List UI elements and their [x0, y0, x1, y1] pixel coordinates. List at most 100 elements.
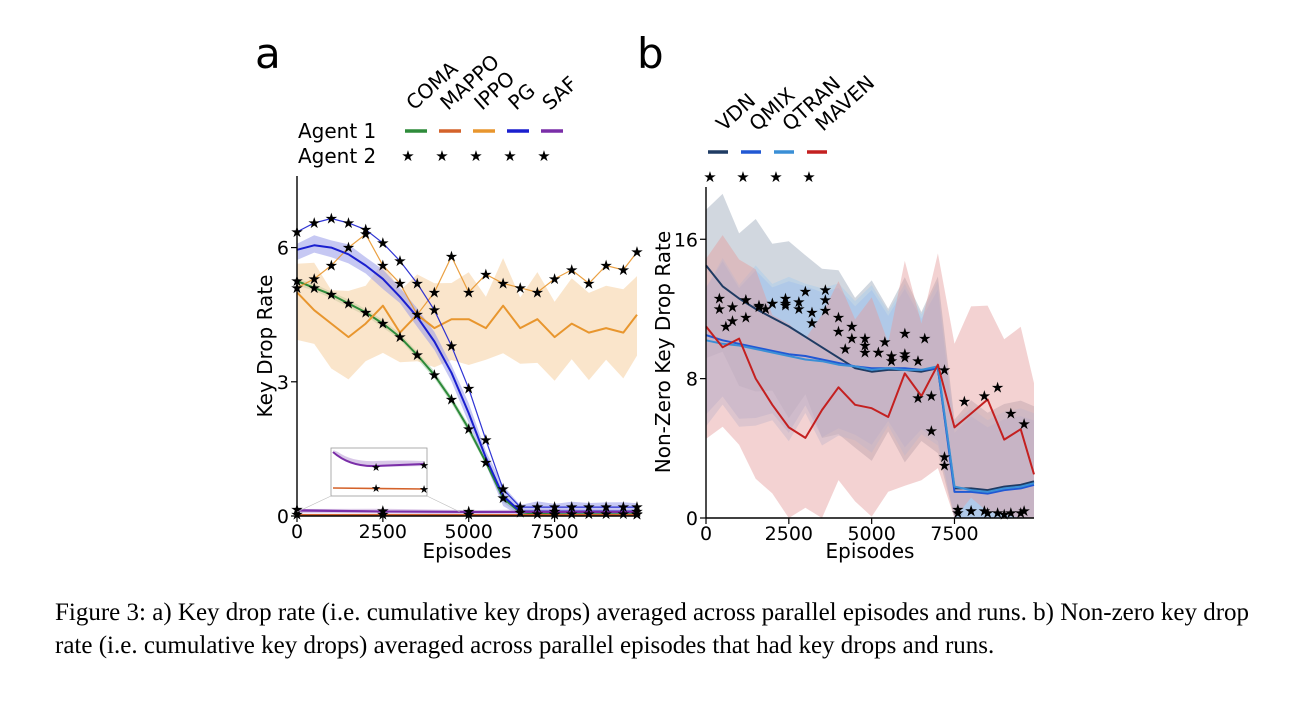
vdn-agent-2-point: ★: [858, 330, 871, 348]
ippo-agent-2-point: ★: [617, 261, 630, 279]
coma-agent-2-point: ★: [410, 346, 423, 364]
svg-text:★: ★: [419, 459, 429, 472]
saf-agent-2-line: [296, 509, 637, 513]
qmix-agent-1-line: [705, 334, 1035, 495]
legend-marker-mappo: ★: [435, 147, 448, 165]
pg-agent-2-point: ★: [376, 234, 389, 252]
figure-caption: Figure 3: a) Key drop rate (i.e. cumulat…: [55, 599, 1250, 659]
pg-agent-2-point: ★: [359, 221, 372, 239]
svg-text:★: ★: [371, 482, 381, 495]
coma-agent-2-point: ★: [531, 505, 544, 523]
y-tick-label: 6: [277, 238, 289, 260]
mappo-agent-2-point: ★: [462, 506, 475, 524]
ippo-agent-1-line: [296, 291, 638, 339]
panel-a-x-axis-label: Episodes: [423, 539, 512, 563]
vdn-agent-2-point: ★: [726, 312, 739, 330]
ippo-agent-2-point: ★: [428, 283, 441, 301]
qmix-agent-2-point: ★: [713, 290, 726, 308]
vdn-agent-2-point: ★: [964, 502, 977, 520]
vdn-agent-2-point: ★: [885, 352, 898, 370]
maven-agent-1-band: [706, 235, 1034, 518]
qtran-agent-2-point: ★: [911, 389, 924, 407]
qtran-agent-2-point: ★: [885, 347, 898, 365]
ippo-agent-2-point: ★: [479, 265, 492, 283]
vdn-agent-2-point: ★: [872, 344, 885, 362]
pg-agent-2-point: ★: [325, 210, 338, 228]
maven-agent-2-point: ★: [978, 387, 991, 405]
pg-agent-2-point: ★: [513, 498, 526, 516]
ippo-agent-2-point: ★: [462, 283, 475, 301]
ippo-agent-2-point: ★: [307, 270, 320, 288]
vdn-agent-2-point: ★: [766, 295, 779, 313]
x-tick-label: 7500: [530, 521, 578, 543]
vdn-agent-2-point: ★: [845, 317, 858, 335]
x-tick-label: 5000: [847, 523, 895, 545]
ippo-agent-2-point: ★: [513, 279, 526, 297]
saf-agent-2-point: ★: [630, 503, 643, 521]
coma-agent-2-point: ★: [630, 505, 643, 523]
ippo-agent-2-point: ★: [599, 257, 612, 275]
vdn-agent-2-point: ★: [752, 298, 765, 316]
coma-agent-2-point: ★: [599, 505, 612, 523]
qtran-agent-2-point: ★: [832, 323, 845, 341]
pg-agent-2-point: ★: [342, 214, 355, 232]
pg-agent-2-point: ★: [531, 498, 544, 516]
vdn-agent-2-point: ★: [832, 309, 845, 327]
vdn-agent-1-band: [706, 193, 1034, 518]
qtran-agent-1-band: [706, 258, 1034, 518]
panel-a-label: a: [255, 29, 281, 78]
qtran-agent-2-point: ★: [752, 297, 765, 315]
pg-agent-2-point: ★: [307, 214, 320, 232]
y-tick-label: 16: [674, 229, 698, 251]
qmix-agent-2-point: ★: [951, 500, 964, 518]
ippo-agent-2-point: ★: [565, 261, 578, 279]
legend-row-agent-1: Agent 1: [298, 119, 376, 143]
panel-b-legend: VDN★QMIX★QTRAN★MAVEN★: [703, 70, 879, 186]
panel-a-inset: ★ ★ ★ ★: [296, 447, 461, 513]
x-tick-label: 2500: [765, 523, 813, 545]
coma-agent-2-point: ★: [393, 328, 406, 346]
coma-agent-2-point: ★: [496, 489, 509, 507]
panel-b-markers: ★★ ★★ ★ ★ ★ ★★★ ★★★ ★ ★ ★★★★ ★ ★ ★ ★★ ★ ★ ★ ★★★ ★★★ ★ ★★ ★ ★★ ★…: [713, 281, 1031, 524]
qtran-agent-2-point: ★: [779, 295, 792, 313]
legend-marker-pg: ★: [503, 147, 516, 165]
x-tick-label: 7500: [930, 523, 978, 545]
maven-agent-2-point: ★: [918, 330, 931, 348]
ippo-agent-2-point: ★: [410, 306, 423, 324]
panel-a-legend: Agent 1 Agent 2 COMA★MAPPO★IPPO★PG★SAF★: [298, 49, 582, 168]
qmix-agent-2-point: ★: [845, 330, 858, 348]
ippo-agent-2-point: ★: [445, 248, 458, 266]
legend-marker-qmix: ★: [736, 168, 749, 186]
qmix-agent-2-point: ★: [898, 349, 911, 367]
ippo-agent-2-point: ★: [496, 274, 509, 292]
panel-b-ticks: 0 2500 5000 7500 0 8 16: [674, 229, 979, 545]
coma-agent-2-point: ★: [582, 505, 595, 523]
pg-agent-2-line: [296, 217, 637, 508]
maven-agent-2-point: ★: [958, 392, 971, 410]
coma-agent-2-point: ★: [325, 286, 338, 304]
legend-label-saf: SAF: [537, 71, 581, 114]
panel-b-axes: [705, 187, 1034, 519]
pg-agent-2-point: ★: [496, 480, 509, 498]
vdn-agent-1-line: [705, 264, 1035, 492]
vdn-agent-2-point: ★: [779, 297, 792, 315]
figure: a Agent 1 Agent 2 COMA★MAPPO★IPPO★PG★SAF…: [253, 29, 1035, 563]
ippo-agent-2-point: ★: [376, 257, 389, 275]
maven-agent-2-point: ★: [1017, 415, 1030, 433]
qtran-agent-2-point: ★: [1017, 502, 1030, 520]
coma-agent-2-point: ★: [617, 505, 630, 523]
coma-agent-2-point: ★: [513, 503, 526, 521]
maven-agent-2-point: ★: [878, 333, 891, 351]
qtran-agent-2-point: ★: [938, 448, 951, 466]
vdn-agent-2-point: ★: [911, 352, 924, 370]
legend-row-agent-2: Agent 2: [298, 144, 376, 168]
qtran-agent-2-point: ★: [991, 504, 1004, 522]
panel-b-label: b: [637, 29, 664, 78]
x-tick-label: 5000: [445, 521, 493, 543]
legend-marker-qtran: ★: [769, 168, 782, 186]
pg-agent-2-point: ★: [428, 301, 441, 319]
pg-agent-2-point: ★: [617, 498, 630, 516]
qmix-agent-2-point: ★: [766, 295, 779, 313]
maven-agent-2-point: ★: [991, 378, 1004, 396]
panel-a-ticks: 0 2500 5000 7500 0 3 6: [277, 238, 579, 543]
